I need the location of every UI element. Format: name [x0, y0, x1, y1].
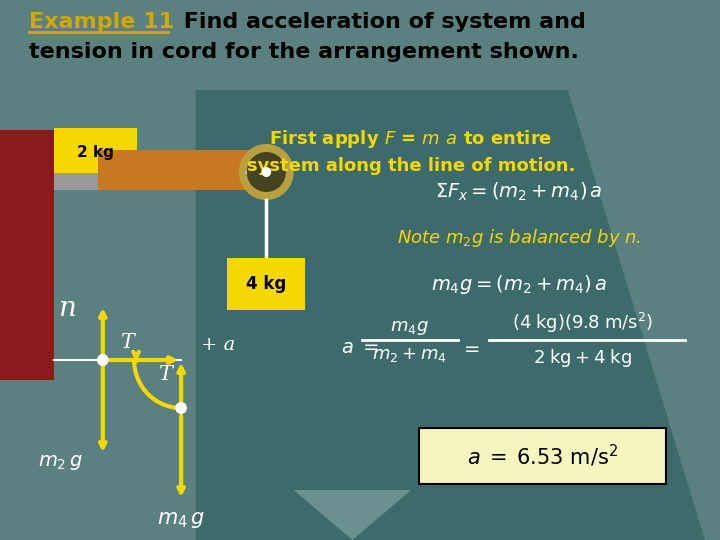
Circle shape	[261, 167, 271, 177]
Text: $m_2\,g$: $m_2\,g$	[38, 453, 84, 471]
Text: $(4\;\mathrm{kg})(9.8\;\mathrm{m/s}^2)$: $(4\;\mathrm{kg})(9.8\;\mathrm{m/s}^2)$	[512, 311, 653, 335]
Circle shape	[247, 152, 286, 192]
Text: Example 11: Example 11	[30, 12, 174, 32]
Text: $a\;=$: $a\;=$	[341, 339, 378, 357]
Text: $m_4 g$: $m_4 g$	[390, 319, 428, 337]
Text: Find acceleration of system and: Find acceleration of system and	[176, 12, 586, 32]
Text: $=$: $=$	[460, 339, 480, 357]
Circle shape	[239, 144, 294, 200]
Text: First apply $F$ = $m$ $a$ to entire
system along the line of motion.: First apply $F$ = $m$ $a$ to entire syst…	[247, 128, 575, 175]
Text: 2 kg: 2 kg	[76, 145, 113, 159]
Text: $m_4\,g$: $m_4\,g$	[157, 510, 205, 530]
Text: n: n	[58, 294, 76, 321]
Circle shape	[175, 402, 187, 414]
Text: + a: + a	[201, 336, 235, 354]
Bar	[98, 150, 250, 190]
Text: $2\;\mathrm{kg} + 4\;\mathrm{kg}$: $2\;\mathrm{kg} + 4\;\mathrm{kg}$	[533, 347, 632, 369]
Text: T: T	[158, 366, 171, 384]
Bar	[0, 130, 54, 380]
Text: $a\;=\;6.53\ \mathrm{m/s}^2$: $a\;=\;6.53\ \mathrm{m/s}^2$	[467, 443, 618, 469]
Text: $m_4 g = (m_2 + m_4)\,a$: $m_4 g = (m_2 + m_4)\,a$	[431, 273, 607, 296]
Polygon shape	[294, 490, 411, 540]
Bar	[54, 172, 269, 190]
FancyBboxPatch shape	[419, 428, 666, 484]
Text: $m_2 + m_4$: $m_2 + m_4$	[372, 346, 446, 364]
Text: $\Sigma F_x = (m_2 + m_4)\,a$: $\Sigma F_x = (m_2 + m_4)\,a$	[435, 181, 603, 203]
Circle shape	[97, 354, 109, 366]
Bar	[227, 258, 305, 310]
Text: 4 kg: 4 kg	[246, 275, 287, 293]
Text: tension in cord for the arrangement shown.: tension in cord for the arrangement show…	[30, 42, 580, 62]
Bar	[54, 128, 137, 173]
Text: Note $m_2g$ is balanced by $\mathit{n}$.: Note $m_2g$ is balanced by $\mathit{n}$.	[397, 227, 641, 249]
Text: T: T	[120, 334, 134, 353]
Polygon shape	[196, 90, 705, 540]
